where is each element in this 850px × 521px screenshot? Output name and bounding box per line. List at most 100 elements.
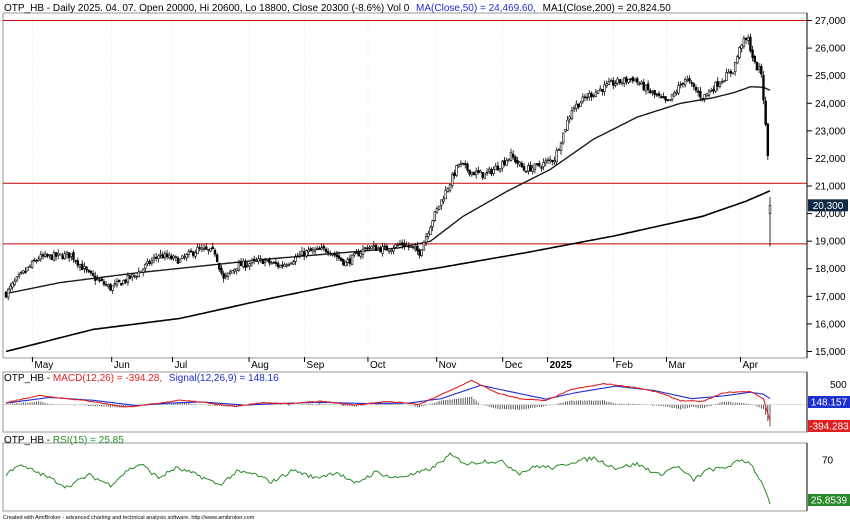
candle-body: [707, 90, 711, 96]
x-tick-label: Mar: [668, 360, 686, 371]
ma200-line: [5, 190, 771, 353]
candle-body: [424, 236, 428, 243]
candle-body: [503, 160, 506, 165]
candle-body: [370, 245, 373, 249]
candle-body: [329, 253, 332, 255]
candle-body: [400, 242, 404, 246]
candle-body: [46, 254, 49, 257]
candle-body: [298, 254, 302, 257]
candle-body: [4, 291, 8, 298]
candle-body: [747, 37, 750, 41]
candle-body: [662, 96, 665, 98]
x-tick-label: Dec: [505, 360, 523, 371]
candle-body: [390, 249, 393, 252]
candle-body: [205, 246, 208, 250]
candle-body: [690, 82, 693, 84]
candle-body: [599, 88, 602, 91]
candle-body: [592, 94, 595, 97]
candle-body: [300, 250, 304, 256]
candle-body: [337, 255, 341, 259]
candle-body: [213, 249, 217, 255]
candle-body: [453, 172, 456, 177]
candle-body: [265, 258, 269, 261]
candle-body: [198, 247, 201, 249]
candle-body: [187, 251, 191, 255]
candle-body: [207, 249, 210, 251]
candle-body: [535, 163, 539, 165]
candle-body: [461, 162, 465, 165]
x-tick-label: 2025: [550, 360, 573, 371]
candle-body: [677, 85, 680, 94]
candle-body: [649, 90, 652, 94]
candle-body: [749, 36, 752, 52]
candle-body: [30, 261, 34, 268]
candle-body: [67, 252, 71, 259]
macd-panel[interactable]: 5000-500 148.157 -394.283 OTP_HB - MACD(…: [2, 371, 850, 433]
candle-body: [581, 96, 585, 102]
y-tick-label: 24,000: [815, 99, 846, 110]
candle-body: [636, 78, 639, 83]
candle-body: [209, 247, 212, 252]
candle-body: [753, 56, 756, 63]
x-tick-label: Jul: [174, 360, 187, 371]
candle-body: [244, 261, 247, 268]
candle-body: [385, 245, 389, 251]
candle-body: [22, 270, 25, 274]
candle-body: [111, 285, 114, 291]
candle-body: [542, 162, 545, 167]
candle-body: [738, 47, 741, 58]
candle-body: [246, 265, 249, 267]
candle-body: [355, 252, 358, 254]
candle-body: [353, 252, 356, 256]
rsi-panel[interactable]: 70 25.8539 OTP_HB - RSI(15) = 25.85: [2, 435, 850, 512]
candle-body: [122, 280, 125, 285]
candle-body: [350, 254, 354, 266]
candle-body: [705, 93, 709, 97]
candle-body: [594, 91, 598, 98]
candle-body: [154, 256, 158, 259]
candle-body: [263, 260, 267, 264]
candle-body: [492, 169, 495, 174]
candle-body: [174, 256, 177, 258]
candle-body: [309, 248, 312, 252]
candle-body: [631, 77, 635, 82]
candle-body: [279, 265, 282, 269]
candle-body: [612, 80, 615, 86]
candle-body: [59, 253, 62, 256]
candle-body: [444, 189, 447, 200]
candle-body: [446, 188, 450, 192]
candle-body: [335, 254, 339, 258]
candle-body: [551, 159, 554, 162]
candle-body: [481, 172, 484, 178]
candle-body: [94, 275, 97, 281]
candle-body: [562, 132, 565, 144]
rsi-header-rsi: RSI(15) = 25.85: [53, 435, 124, 446]
candle-body: [65, 252, 69, 255]
candle-body: [531, 167, 534, 172]
candle-body: [588, 92, 591, 98]
candle-body: [760, 65, 763, 75]
candle-body: [311, 249, 315, 252]
candle-body: [117, 279, 121, 283]
candle-body: [544, 160, 548, 164]
signal-value-label: 148.157: [811, 398, 848, 409]
candle-body: [372, 244, 376, 248]
candle-body: [185, 254, 188, 259]
candle-body: [20, 272, 23, 274]
candle-body: [305, 250, 308, 257]
candle-body: [270, 262, 273, 265]
macd-header: OTP_HB - MACD(12,26) = -394.28, Signal(1…: [4, 373, 279, 384]
y-tick-label: 18,000: [815, 264, 846, 275]
candle-body: [620, 81, 624, 84]
price-panel[interactable]: 15,000 16,000 17,000 18,000 19,000 20,000 21,0…: [2, 3, 848, 371]
candle-body: [39, 254, 43, 260]
candle-body: [396, 244, 399, 247]
rsi-header: OTP_HB - RSI(15) = 25.85: [4, 435, 124, 446]
candle-body: [766, 123, 770, 157]
candle-body: [78, 264, 82, 268]
candle-body: [657, 93, 661, 96]
candle-body: [242, 260, 245, 268]
candle-body: [163, 253, 167, 258]
candle-body: [723, 80, 726, 83]
